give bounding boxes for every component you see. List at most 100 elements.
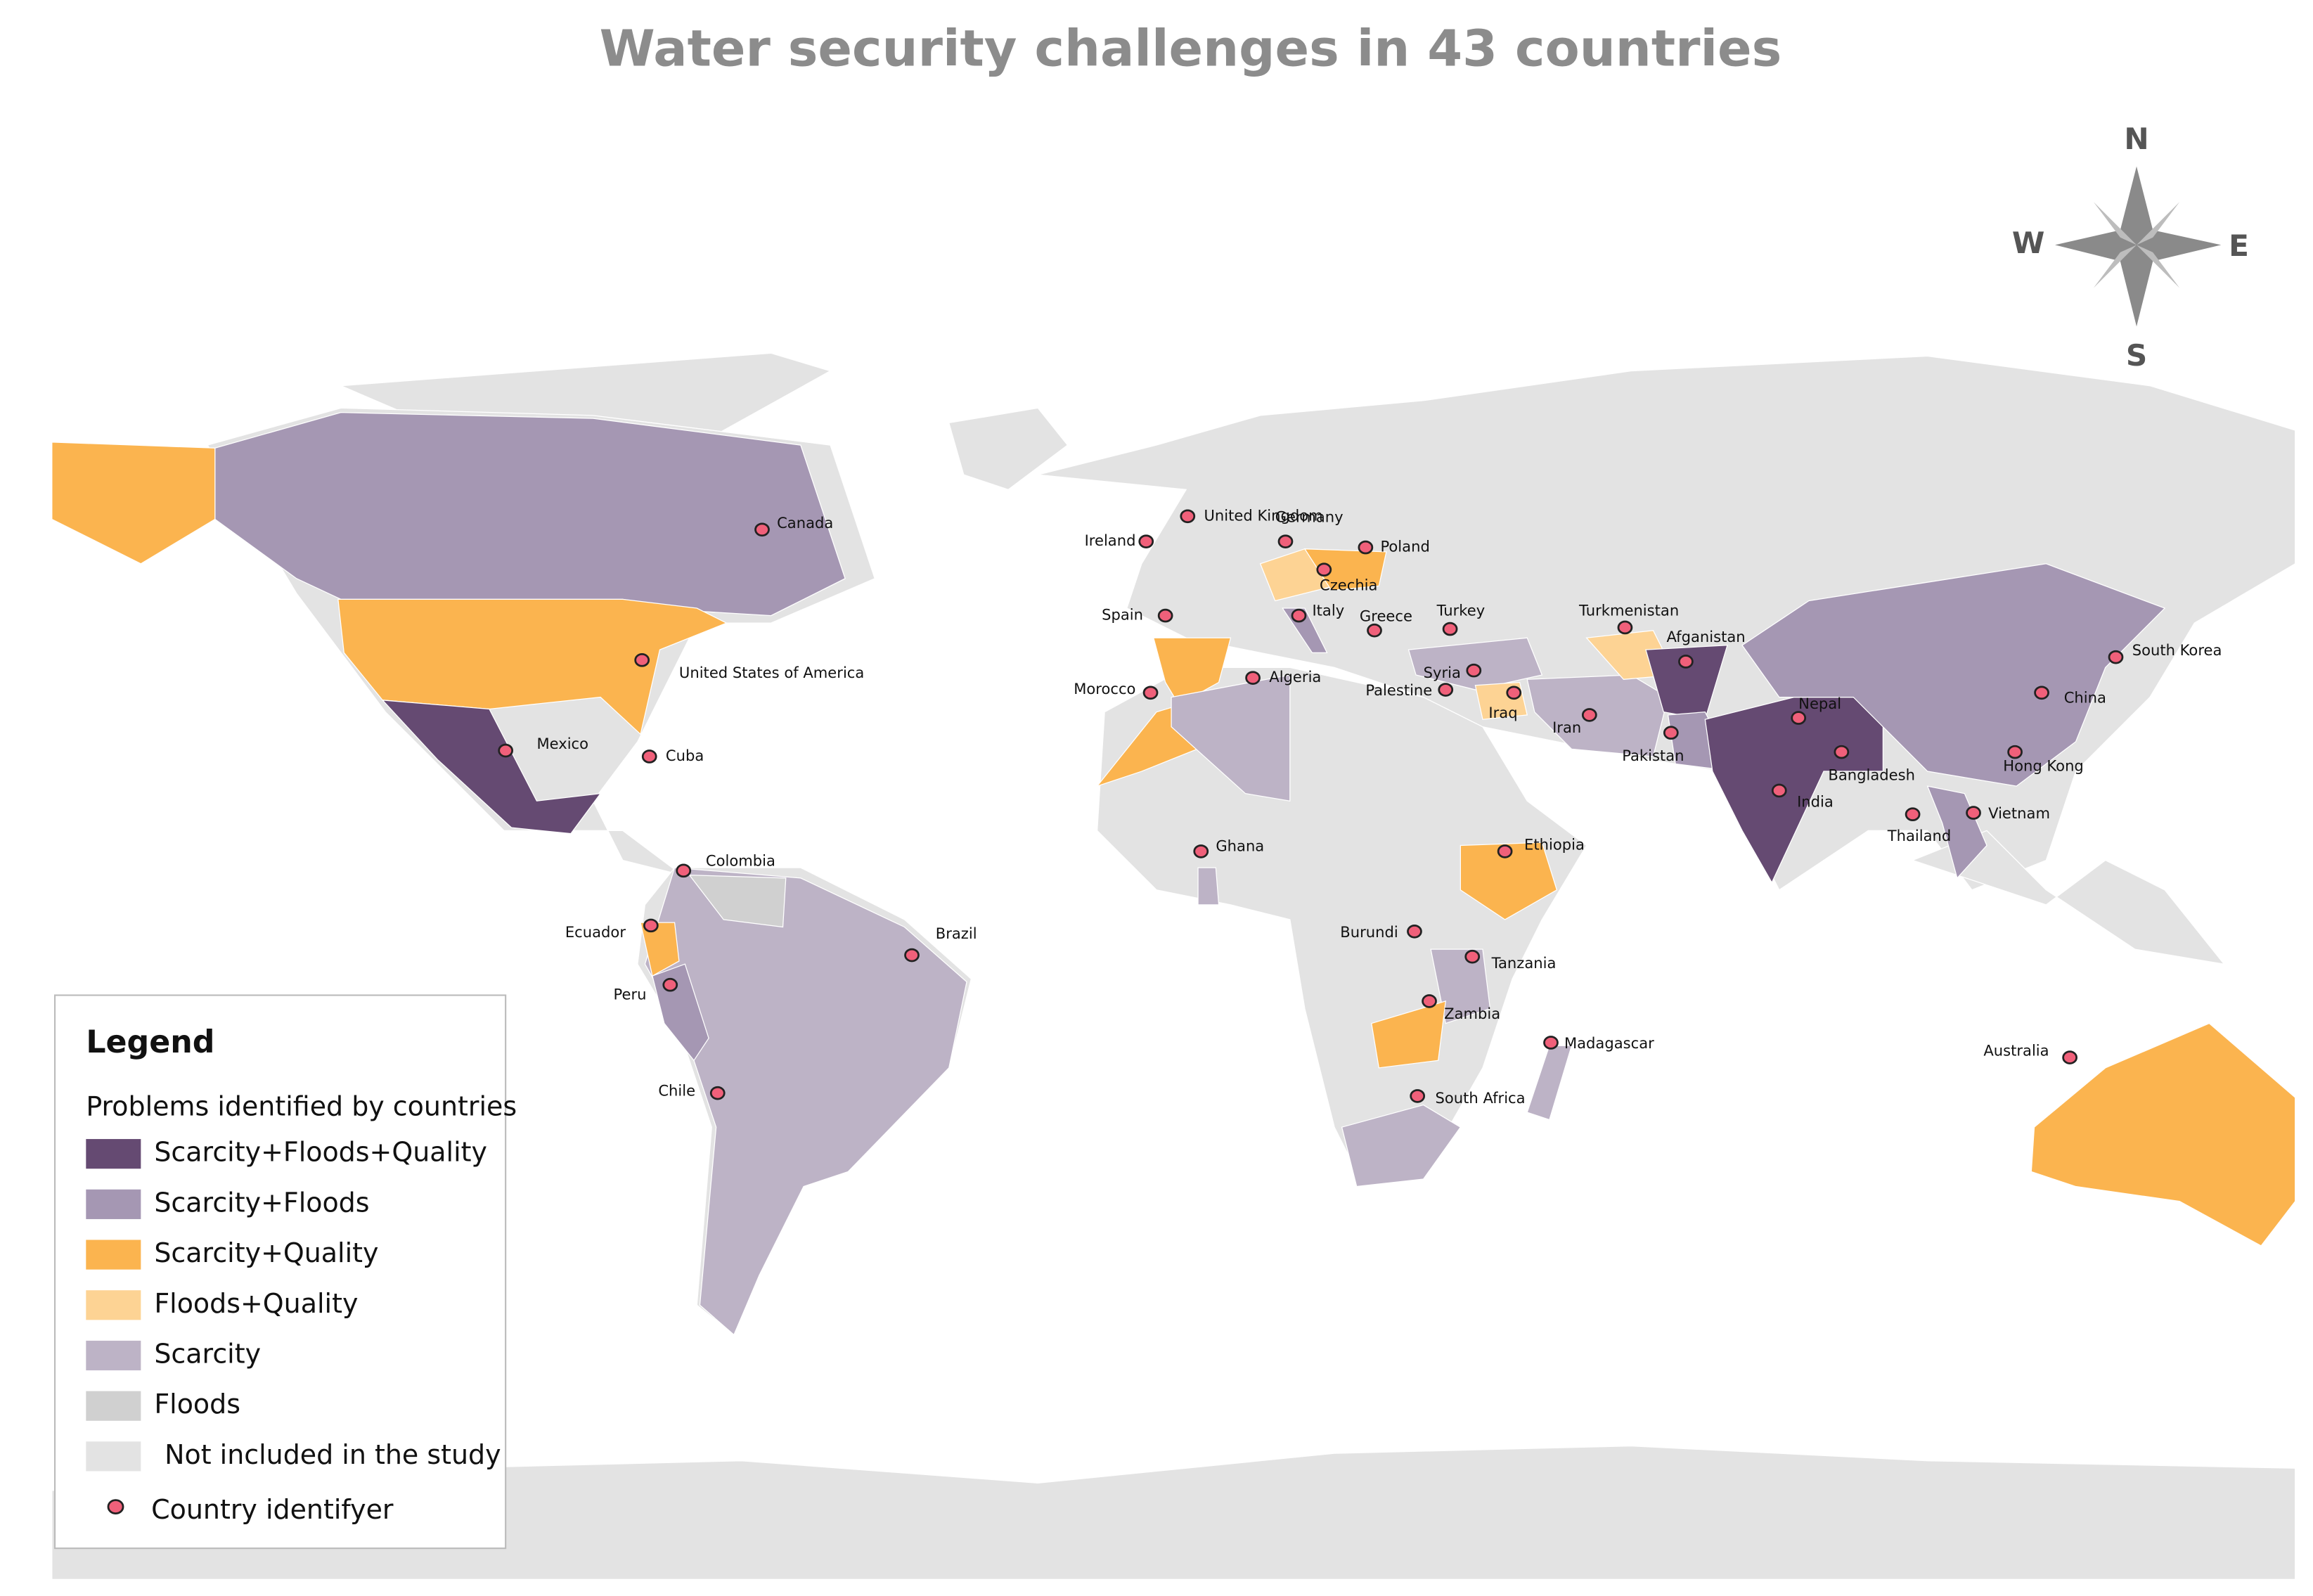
- country-label: Peru: [614, 985, 647, 1003]
- country-label: South Africa: [1435, 1089, 1525, 1107]
- country-marker: [1442, 622, 1458, 636]
- country-label: Czechia: [1320, 576, 1377, 593]
- legend-title: Legend: [86, 1024, 214, 1060]
- country-marker: [1663, 726, 1679, 740]
- country-label: Turkey: [1436, 601, 1486, 619]
- country-marker: [1245, 671, 1261, 685]
- legend-marker: [107, 1499, 124, 1514]
- legend-swatch: [86, 1240, 141, 1270]
- country-marker: [709, 1086, 726, 1100]
- legend-swatch: [86, 1290, 141, 1320]
- country-label: Nepal: [1798, 695, 1841, 712]
- country-label: Pakistan: [1622, 747, 1684, 764]
- country-label: Poland: [1380, 538, 1429, 555]
- country-marker: [1506, 686, 1522, 700]
- country-label: Cuba: [666, 747, 704, 764]
- country-label: Turkmenistan: [1578, 601, 1679, 619]
- country-marker: [2062, 1050, 2077, 1064]
- compass-n: N: [2124, 122, 2148, 156]
- country-label: Burundi: [1340, 923, 1398, 941]
- country-marker: [1771, 783, 1787, 798]
- compass-w: W: [2012, 226, 2045, 260]
- country-label: Canada: [777, 514, 833, 532]
- country-marker: [1466, 663, 1482, 678]
- legend-label: Scarcity+Floods: [154, 1187, 369, 1218]
- country-area: [1926, 785, 1987, 880]
- country-label: Ecuador: [565, 923, 626, 941]
- country-marker: [1678, 655, 1694, 669]
- country-marker: [1581, 708, 1597, 722]
- legend-subtitle: Problems identified by countries: [86, 1090, 517, 1121]
- country-area: [51, 442, 216, 565]
- country-label: Ghana: [1216, 837, 1264, 855]
- country-area: [2030, 1022, 2296, 1247]
- country-label: South Korea: [2132, 641, 2222, 659]
- country-label: Ethiopia: [1524, 835, 1585, 853]
- country-area: [337, 598, 728, 735]
- country-marker: [1422, 994, 1437, 1008]
- country-marker: [1617, 620, 1633, 635]
- country-label: Bangladesh: [1828, 766, 1915, 783]
- country-area: [1371, 1000, 1446, 1069]
- country-label: Greece: [1360, 607, 1412, 625]
- country-marker: [1157, 608, 1173, 623]
- legend-label: Floods: [154, 1389, 240, 1420]
- country-label: United States of America: [679, 664, 864, 681]
- country-marker: [2034, 686, 2049, 700]
- country-label: Vietnam: [1988, 804, 2050, 822]
- country-marker: [498, 743, 514, 758]
- country-marker: [2007, 745, 2023, 759]
- legend: Legend Problems identified by countries …: [53, 994, 517, 1550]
- country-area: [214, 412, 846, 617]
- country-marker: [1138, 534, 1154, 548]
- country-label: Hong Kong: [2003, 757, 2084, 775]
- country-label: Italy: [1312, 601, 1344, 619]
- country-label: Syria: [1424, 664, 1461, 681]
- country-label: Iraq: [1488, 704, 1517, 721]
- country-marker: [1142, 686, 1159, 700]
- legend-label: Scarcity+Quality: [154, 1237, 378, 1268]
- country-marker: [634, 653, 650, 667]
- country-marker: [904, 948, 920, 963]
- country-marker: [1834, 745, 1850, 759]
- country-marker: [676, 863, 692, 878]
- legend-swatch: [86, 1189, 141, 1219]
- country-marker: [1193, 844, 1209, 858]
- country-label: Palestine: [1365, 681, 1432, 699]
- country-label: India: [1797, 792, 1834, 810]
- country-label: Morocco: [1074, 680, 1135, 697]
- country-marker: [1410, 1089, 1426, 1103]
- country-marker: [1438, 683, 1454, 697]
- country-marker: [1358, 540, 1374, 555]
- country-label: Ireland: [1085, 532, 1136, 549]
- country-label: Afganistan: [1666, 628, 1745, 645]
- country-label: Tanzania: [1491, 954, 1557, 972]
- country-label: Germany: [1275, 508, 1344, 525]
- country-label: Spain: [1102, 606, 1143, 624]
- legend-swatch: [86, 1139, 141, 1169]
- country-marker: [754, 522, 770, 537]
- country-marker: [1497, 844, 1513, 858]
- legend-swatch: [86, 1391, 141, 1421]
- legend-label: Scarcity+Floods+Quality: [154, 1137, 487, 1168]
- legend-label: Floods+Quality: [154, 1288, 358, 1319]
- country-label: Thailand: [1887, 827, 1952, 844]
- country-marker: [1180, 509, 1196, 524]
- country-marker: [1407, 925, 1422, 939]
- country-marker: [1316, 562, 1332, 577]
- country-label: Colombia: [706, 852, 775, 870]
- country-area: [1171, 674, 1291, 802]
- country-label: Zambia: [1444, 1005, 1500, 1022]
- country-label: Chile: [658, 1082, 695, 1100]
- country-area: [1526, 1045, 1573, 1121]
- country-label: Madagascar: [1564, 1034, 1654, 1052]
- country-area: [688, 874, 787, 928]
- country-label: Australia: [1983, 1042, 2049, 1060]
- country-area: [1460, 842, 1558, 920]
- country-marker: [662, 977, 678, 992]
- country-area: [640, 922, 680, 977]
- country-label: United Kingdom: [1204, 506, 1322, 524]
- country-area: [1741, 563, 2166, 787]
- landmasses: [51, 352, 2296, 1581]
